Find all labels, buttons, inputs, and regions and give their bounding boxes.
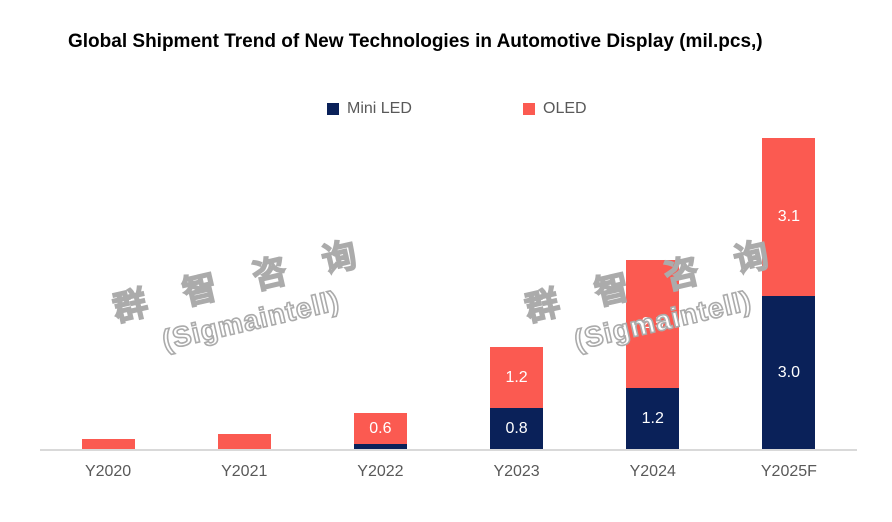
legend-label-oled: OLED <box>543 100 587 117</box>
x-axis-label-y2022: Y2022 <box>357 463 404 480</box>
oled-swatch-icon <box>523 103 535 115</box>
bar-value-label: 2.5 <box>641 315 664 332</box>
bar-segment-oled-y2025f: 3.1 <box>762 138 816 296</box>
legend-item-oled: OLED <box>523 100 587 118</box>
bar-segment-mini-led-y2024: 1.2 <box>626 388 680 449</box>
legend-item-mini-led: Mini LED <box>327 100 412 118</box>
x-axis-label-y2020: Y2020 <box>84 463 132 480</box>
bar-value-label: 3.1 <box>777 208 801 225</box>
x-axis-line <box>40 449 857 451</box>
x-axis-label-y2021: Y2021 <box>221 463 268 480</box>
bar-segment-oled-y2024: 2.5 <box>626 260 680 388</box>
bar-segment-mini-led-y2023: 0.8 <box>490 408 544 449</box>
bar-value-label: 1.2 <box>641 409 664 427</box>
legend-label-mini-led: Mini LED <box>347 100 412 117</box>
bar-value-label: 1.2 <box>505 368 528 386</box>
bar-segment-mini-led-y2025f: 3.0 <box>762 296 816 449</box>
bar-segment-oled-y2022: 0.6 <box>353 413 407 444</box>
x-axis-label-y2023: Y2023 <box>493 463 540 480</box>
bar-segment-oled-y2021 <box>217 434 271 449</box>
bar-segment-oled-y2020 <box>81 439 135 449</box>
x-axis-label-y2025f: Y2025F <box>760 463 817 480</box>
bar-value-label: 3.0 <box>777 363 801 381</box>
bar-value-label: 0.8 <box>505 419 528 437</box>
bar-segment-oled-y2023: 1.2 <box>490 347 544 408</box>
mini-led-swatch-icon <box>327 103 339 115</box>
x-axis-label-y2024: Y2024 <box>629 463 676 480</box>
bar-value-label: 0.6 <box>369 419 392 437</box>
chart-title: Global Shipment Trend of New Technologie… <box>68 31 763 52</box>
bar-segment-mini-led-y2022 <box>353 444 407 449</box>
